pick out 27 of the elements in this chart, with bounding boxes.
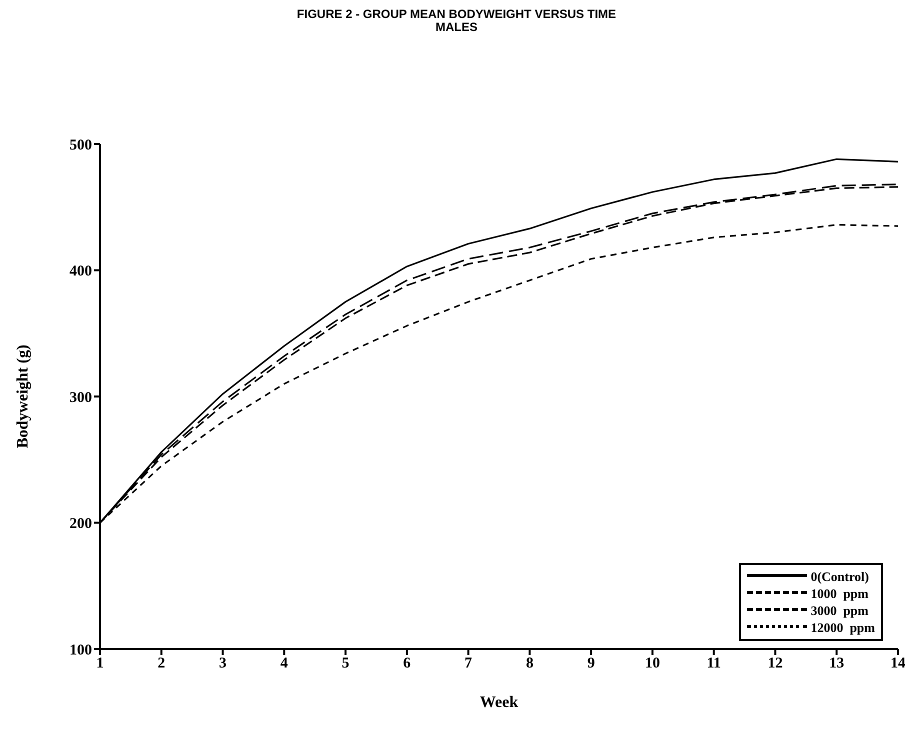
x-tick-label: 5 — [342, 656, 350, 672]
y-tick-label: 200 — [70, 516, 92, 532]
x-tick-label: 8 — [526, 656, 534, 672]
y-tick-label: 300 — [70, 390, 92, 406]
legend-label: 0(Control) — [810, 568, 869, 585]
x-tick-label: 7 — [464, 656, 473, 672]
chart-title: FIGURE 2 - GROUP MEAN BODYWEIGHT VERSUS TIME — [296, 7, 618, 21]
y-tick-label: 100 — [70, 642, 92, 658]
x-tick-label: 1 — [96, 656, 104, 672]
x-axis-title: Week — [480, 694, 518, 711]
y-tick-label: 500 — [70, 137, 92, 154]
chart-subtitle: MALES — [434, 20, 478, 34]
x-tick-label: 3 — [219, 656, 227, 672]
x-tick-label: 6 — [403, 656, 412, 672]
x-tick-label: 9 — [587, 656, 595, 672]
x-tick-label: 14 — [890, 656, 906, 672]
legend-label: 12000 ppm — [810, 619, 875, 636]
x-tick-label: 4 — [280, 656, 288, 672]
y-axis-title: Bodyweight (g) — [14, 344, 32, 448]
x-tick-label: 12 — [768, 656, 783, 672]
y-tick-label: 400 — [70, 264, 92, 280]
x-tick-label: 2 — [158, 656, 166, 672]
legend-label: 1000 ppm — [810, 585, 868, 602]
legend-label: 3000 ppm — [810, 602, 868, 619]
x-tick-label: 10 — [644, 656, 660, 672]
x-tick-label: 11 — [706, 656, 721, 672]
x-tick-label: 13 — [829, 656, 844, 672]
